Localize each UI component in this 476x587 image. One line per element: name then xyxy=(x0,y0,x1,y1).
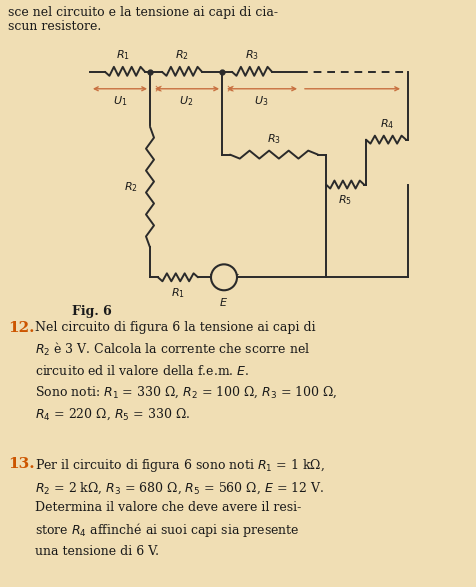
Text: −: − xyxy=(230,270,239,281)
Text: +: + xyxy=(208,270,217,281)
Text: $U_1$: $U_1$ xyxy=(113,94,127,107)
Text: Nel circuito di figura 6 la tensione ai capi di
$R_2$ è 3 V. Calcola la corrente: Nel circuito di figura 6 la tensione ai … xyxy=(35,321,337,422)
Text: scun resistore.: scun resistore. xyxy=(8,20,101,33)
Circle shape xyxy=(210,264,237,291)
Text: Fig. 6: Fig. 6 xyxy=(72,305,111,318)
Text: $U_2$: $U_2$ xyxy=(178,94,193,107)
Text: 13.: 13. xyxy=(8,457,35,471)
Text: $R_3$: $R_3$ xyxy=(245,48,258,62)
Text: $R_3$: $R_3$ xyxy=(267,132,280,146)
Text: $E$: $E$ xyxy=(219,296,228,308)
Text: $R_4$: $R_4$ xyxy=(379,117,393,131)
Text: $R_5$: $R_5$ xyxy=(337,194,351,207)
Text: $R_1$: $R_1$ xyxy=(171,286,185,300)
Text: $R_2$: $R_2$ xyxy=(175,48,188,62)
Text: 12.: 12. xyxy=(8,321,34,335)
Text: $\times$: $\times$ xyxy=(225,83,234,94)
Text: $U_3$: $U_3$ xyxy=(253,94,268,107)
Text: Per il circuito di figura 6 sono noti $R_1$ = 1 kΩ,
$R_2$ = 2 kΩ, $R_3$ = 680 Ω,: Per il circuito di figura 6 sono noti $R… xyxy=(35,457,324,558)
Text: $R_2$: $R_2$ xyxy=(124,180,138,194)
Text: sce nel circuito e la tensione ai capi di cia-: sce nel circuito e la tensione ai capi d… xyxy=(8,6,278,19)
Text: $R_1$: $R_1$ xyxy=(116,48,129,62)
Text: $\times$: $\times$ xyxy=(153,83,162,94)
